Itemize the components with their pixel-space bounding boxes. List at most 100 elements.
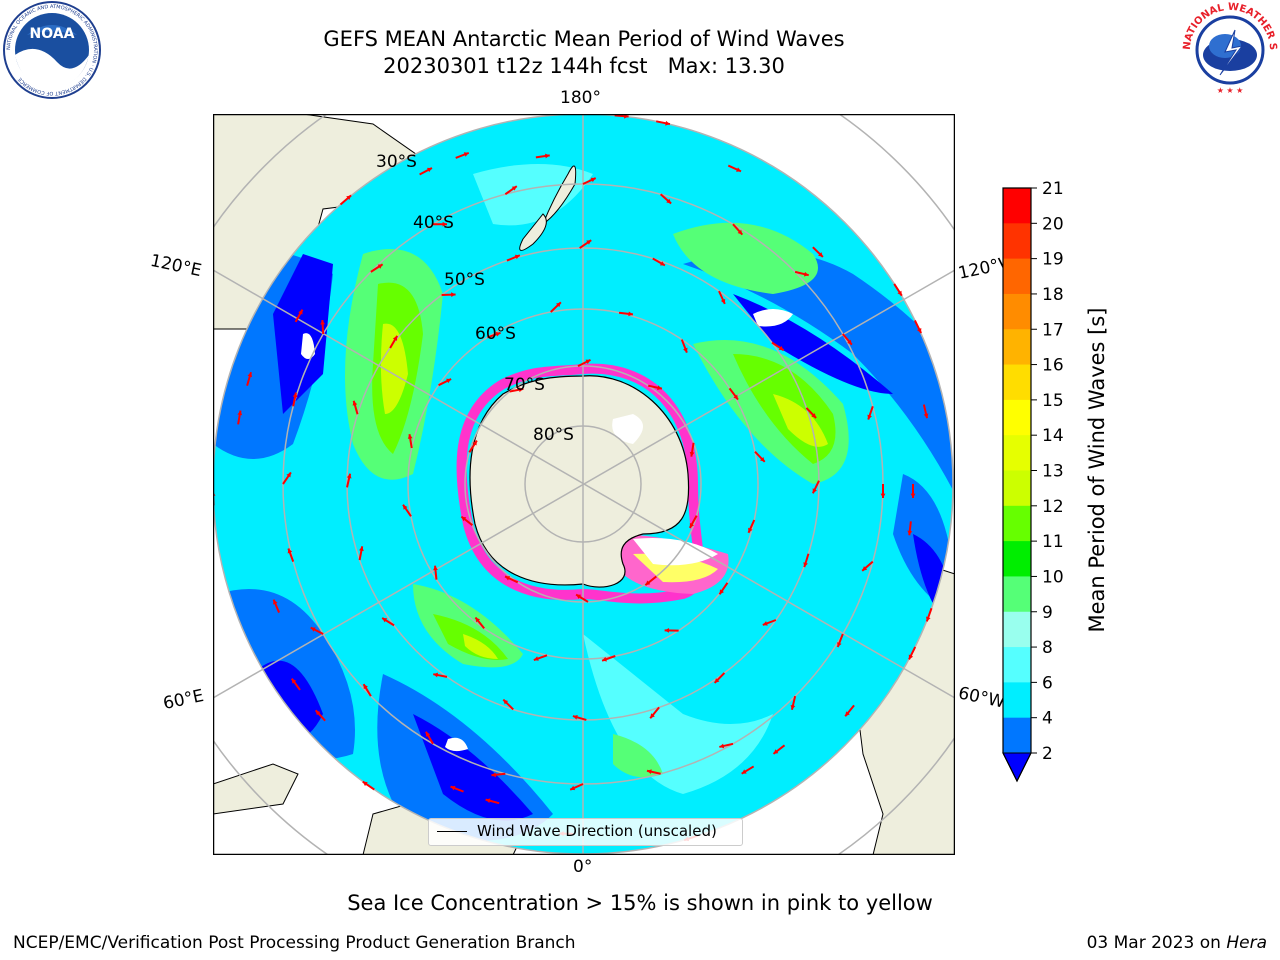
wave-arrow-head — [714, 678, 720, 683]
wave-arrow-head — [403, 504, 408, 510]
colorbar-bin — [1003, 470, 1031, 507]
noaa-logo: NOAA NATIONAL OCEANIC AND ATMOSPHERIC AD… — [3, 1, 101, 99]
wave-arrow-head — [689, 522, 695, 528]
wave-arrow-head — [576, 594, 582, 599]
wave-arrow-head — [382, 618, 388, 623]
footer-date: 03 Mar 2023 on Hera — [1087, 933, 1267, 953]
wave-arrow-head — [450, 785, 456, 791]
wave-arrow-head — [646, 769, 652, 775]
wave-arrow-head — [736, 167, 742, 172]
wave-arrow-head — [664, 628, 670, 633]
wave-arrow-head — [923, 413, 929, 419]
colorbar-tick-label: 15 — [1042, 391, 1064, 411]
wave-arrow-head — [720, 298, 726, 304]
sea-ice-note: Sea Ice Concentration > 15% is shown in … — [347, 891, 933, 915]
wave-arrow-head — [665, 120, 670, 126]
colorbar-tick-label: 19 — [1042, 250, 1064, 270]
wave-arrow-head — [491, 772, 497, 778]
colorbar-tick-label: 4 — [1042, 709, 1053, 729]
wave-arrow-head — [586, 240, 592, 245]
wave-arrow-head — [908, 654, 914, 660]
wave-arrow-head — [362, 781, 368, 787]
wave-arrow-head — [907, 530, 913, 536]
legend-label: Wind Wave Direction (unscaled) — [477, 822, 717, 840]
svg-text:★ ★ ★: ★ ★ ★ — [1217, 86, 1244, 95]
colorbar-bin — [1003, 223, 1031, 260]
wave-arrow-head — [880, 493, 886, 498]
wave-arrow-head — [867, 414, 872, 420]
wave-arrow-head — [472, 440, 477, 446]
wave-arrow-head — [837, 642, 842, 648]
wave-arrow-head — [511, 186, 517, 191]
land-madagascar — [213, 763, 299, 815]
lon-label-0: 0° — [573, 857, 593, 877]
wave-arrow-head — [803, 562, 808, 568]
land-new-zealand — [541, 165, 577, 226]
wave-arrow-head — [645, 580, 651, 586]
wave-arrow-head — [407, 434, 413, 439]
wave-arrow-head — [237, 410, 243, 416]
wave-arrow-head — [461, 516, 467, 522]
colorbar-bin — [1003, 435, 1031, 471]
lat-label-80s: 80°S — [533, 425, 574, 445]
wave-arrow-head — [748, 527, 753, 533]
nws-logo: NATIONAL WEATHER SERVICE ★ ★ ★ — [1180, 0, 1278, 98]
wave-arrow-head — [719, 589, 724, 595]
wave-arrow-head — [359, 546, 364, 552]
footer-credit: NCEP/EMC/Verification Post Processing Pr… — [13, 933, 576, 953]
colorbar-extend-triangle — [1002, 752, 1032, 783]
wave-arrow-head — [556, 302, 561, 308]
wave-arrow-head — [602, 656, 607, 662]
wave-arrow-head — [590, 177, 596, 183]
colorbar-title: Mean Period of Wind Waves [s] — [1085, 307, 1109, 633]
wave-arrow-head — [926, 616, 931, 622]
wave-arrow-head — [463, 152, 469, 157]
legend-line-swatch — [437, 831, 467, 832]
wave-arrow-head — [762, 621, 768, 626]
colorbar-bin — [1003, 541, 1031, 577]
wave-arrow-head — [916, 328, 922, 334]
wave-arrow-head — [847, 339, 852, 345]
wave-arrow-head — [803, 271, 809, 277]
colorbar-bin — [1003, 611, 1031, 648]
colorbar-tick-label: 2 — [1042, 744, 1053, 764]
lat-label-40s: 40°S — [413, 213, 454, 233]
colorbar-tick-label: 20 — [1042, 214, 1064, 234]
colorbar-bin — [1003, 576, 1031, 613]
wave-arrow-head — [377, 264, 383, 269]
colorbar-tick-label: 16 — [1042, 356, 1064, 376]
wave-arrow-head — [585, 359, 591, 364]
wave-arrow-head — [286, 472, 291, 478]
wave-arrow-head — [737, 229, 743, 235]
wave-arrow-head — [292, 392, 298, 398]
wave-arrow-head — [719, 743, 725, 749]
wave-arrow-head — [683, 347, 688, 353]
wave-arrow-head — [485, 798, 491, 804]
colorbar-bin — [1003, 293, 1031, 330]
wave-arrow-head — [287, 548, 293, 554]
colorbar-tick-label: 21 — [1042, 180, 1064, 199]
wave-arrow-head — [310, 627, 316, 632]
wave-arrow-head — [533, 656, 539, 661]
colorbar-tick-label: 12 — [1042, 497, 1064, 517]
wave-arrow-head — [811, 413, 817, 418]
wave-arrow-head — [897, 290, 902, 296]
wave-arrow-head — [689, 451, 695, 457]
wave-arrow-head — [433, 565, 438, 571]
wind-wave-arrows — [213, 114, 933, 842]
chart-subtitle: 20230301 t12z 144h fcst Max: 13.30 — [383, 54, 785, 78]
wave-arrow-head — [451, 292, 456, 298]
colorbar-tick-label: 10 — [1042, 567, 1064, 587]
colorbar-bin — [1003, 647, 1031, 683]
wave-arrow-head — [315, 710, 321, 716]
wave-arrow-head — [659, 261, 665, 266]
lon-label-120e: 120°E — [148, 250, 204, 282]
footer-date-text: 03 Mar 2023 on — [1086, 933, 1227, 953]
polar-map — [213, 114, 955, 855]
wave-arrow-head — [773, 749, 779, 754]
colorbar-tick-label: 17 — [1042, 320, 1064, 340]
wave-arrow-head — [352, 400, 358, 406]
wave-arrow-head — [741, 769, 747, 774]
wave-arrow-head — [442, 221, 447, 227]
wave-arrow-head — [518, 387, 524, 393]
